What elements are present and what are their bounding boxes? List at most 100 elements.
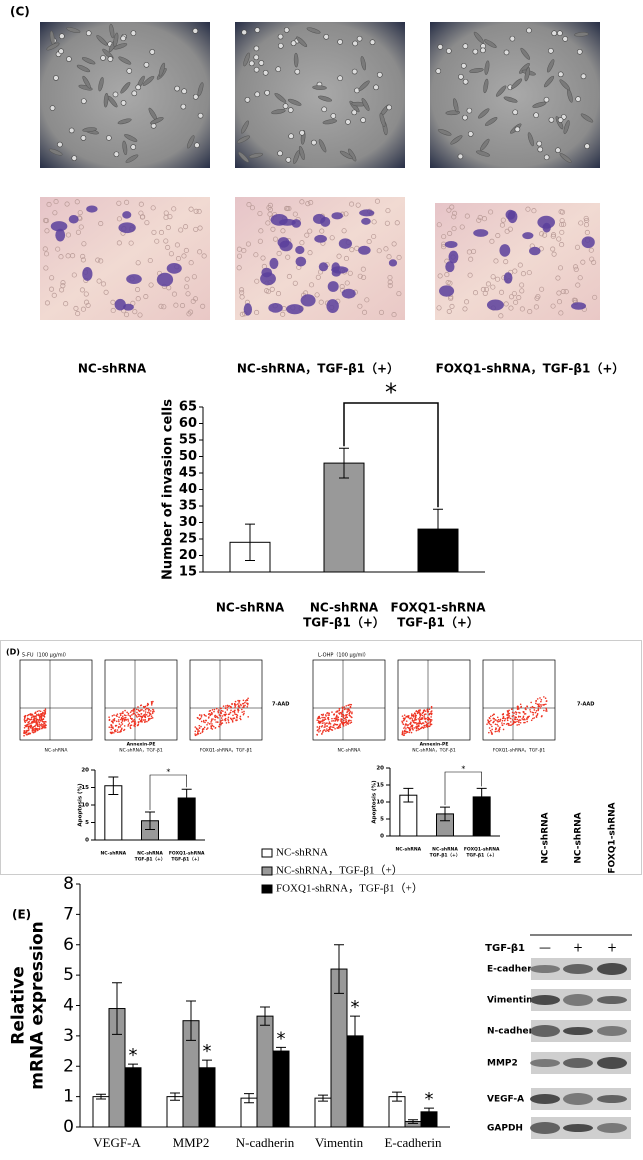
pore: [150, 205, 156, 211]
stained-cell: [295, 256, 307, 267]
cell: [66, 27, 81, 34]
event: [416, 712, 419, 715]
cell: [373, 84, 379, 91]
event: [545, 710, 547, 712]
event: [112, 719, 115, 721]
event: [529, 709, 531, 711]
event: [111, 715, 114, 717]
pore: [308, 282, 315, 288]
cell: [294, 68, 301, 75]
event: [419, 721, 421, 723]
pore: [307, 228, 313, 234]
event: [328, 721, 331, 723]
cell: [512, 109, 518, 116]
event: [150, 717, 153, 720]
legend-swatch: [261, 866, 273, 876]
cell: [130, 30, 137, 36]
event: [318, 722, 321, 725]
event: [318, 727, 320, 729]
y-tick-label: 35: [179, 499, 197, 514]
pore: [464, 213, 470, 219]
event: [427, 722, 430, 724]
event: [206, 727, 209, 729]
event: [405, 727, 407, 730]
event: [42, 726, 44, 729]
event: [30, 722, 32, 725]
event: [331, 726, 334, 728]
blot-band: [563, 964, 593, 974]
event: [116, 713, 119, 715]
pore: [171, 206, 177, 212]
stained-cell: [522, 232, 534, 240]
pore: [559, 229, 565, 235]
event: [138, 718, 141, 720]
event: [496, 730, 498, 733]
cell: [125, 154, 139, 163]
event: [534, 711, 537, 714]
pore: [527, 309, 533, 315]
event: [401, 733, 404, 736]
x-tick-label: TGF-β1（+）: [135, 857, 166, 863]
event: [151, 712, 154, 715]
pore: [174, 242, 180, 248]
x-tick-label: NC-shRNA: [101, 851, 127, 857]
event: [138, 715, 140, 718]
event: [230, 709, 232, 712]
event: [345, 716, 347, 718]
pore: [65, 232, 71, 238]
pore: [192, 296, 199, 302]
event: [218, 723, 221, 726]
cell: [574, 32, 589, 37]
event: [526, 718, 528, 721]
pore: [364, 297, 370, 303]
event: [43, 722, 45, 724]
event: [127, 720, 130, 722]
stained-cell: [445, 261, 455, 273]
event: [211, 713, 213, 716]
event: [222, 705, 225, 707]
pore: [571, 297, 577, 303]
cell: [476, 150, 490, 157]
event: [36, 710, 39, 713]
pore: [163, 238, 169, 244]
event: [23, 726, 26, 729]
event: [323, 722, 325, 724]
pore: [592, 294, 598, 300]
stained-cell: [126, 274, 142, 284]
y-axis-label: mRNA expression: [27, 921, 47, 1090]
event: [110, 720, 113, 723]
cell: [254, 27, 261, 33]
event: [403, 727, 405, 729]
event: [540, 703, 542, 706]
event: [506, 717, 509, 720]
blot-band: [597, 1095, 627, 1103]
event: [151, 702, 153, 704]
pore: [525, 206, 531, 212]
pore: [467, 272, 473, 278]
event: [124, 716, 127, 719]
stained-cell: [331, 212, 343, 220]
cell: [96, 35, 108, 46]
event: [421, 726, 423, 729]
pore: [378, 309, 385, 315]
event: [116, 731, 119, 734]
event: [210, 718, 213, 720]
event: [234, 700, 237, 703]
event: [115, 714, 118, 717]
pore: [441, 234, 447, 240]
cell: [352, 40, 358, 47]
event: [217, 709, 220, 711]
event: [521, 718, 523, 720]
event: [234, 706, 236, 709]
event: [426, 711, 429, 713]
flow-plot: [482, 659, 556, 741]
event: [220, 717, 223, 719]
event: [350, 703, 353, 706]
bar: [198, 1067, 216, 1128]
event: [341, 709, 344, 712]
event: [138, 714, 141, 716]
cell: [480, 47, 486, 54]
event: [414, 713, 417, 715]
flow-plot: [189, 659, 263, 741]
significance-bracket: [444, 771, 482, 806]
